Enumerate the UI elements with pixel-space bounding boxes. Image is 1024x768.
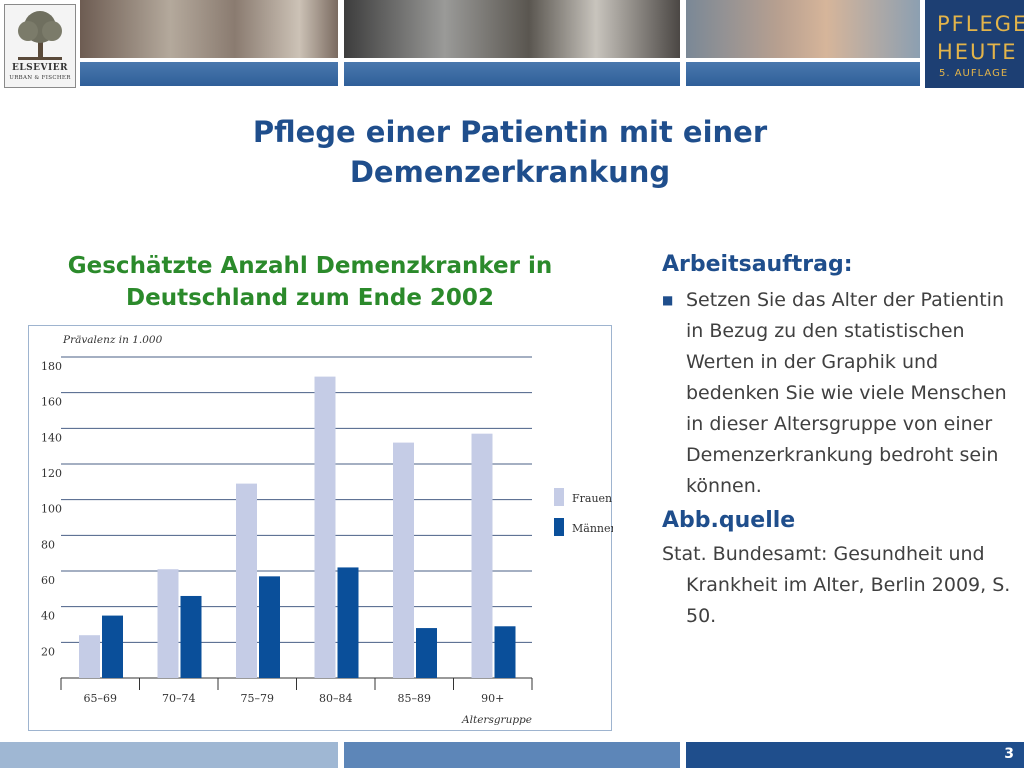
task-heading: Arbeitsauftrag: [662, 252, 853, 277]
bar-maenner [180, 595, 202, 678]
chart-panel: 20 40 60 80 100 120 140 160 180 Prävalenz in 1.00… [28, 325, 613, 731]
legend-swatch-maenner [554, 518, 564, 536]
slide-title-line2: Demenzerkrankung [349, 155, 671, 189]
x-tick-label: 90+ [481, 692, 504, 705]
footer-segment-3 [686, 742, 1024, 768]
bar-maenner [416, 628, 437, 678]
footer-bar: 3 [0, 742, 1024, 768]
page-number: 3 [1004, 746, 1014, 762]
task-bullet: ■ Setzen Sie das Alter der Patientin in … [662, 285, 1012, 502]
bar-frauen [314, 376, 336, 678]
bar-frauen [236, 483, 257, 678]
brand-line1: PFLEGE [937, 12, 1024, 36]
chart-heading-line1: Geschätzte Anzahl Demenzkranker in [67, 253, 553, 279]
task-column: Arbeitsauftrag: ■ Setzen Sie das Alter d… [662, 252, 1012, 632]
bar-frauen [393, 442, 414, 678]
y-tick-label: 120 [41, 467, 62, 480]
y-tick-label: 140 [41, 431, 62, 444]
footer-segment-1 [0, 742, 338, 768]
chart-heading-line2: Deutschland zum Ende 2002 [126, 285, 494, 311]
legend-label: Frauen [572, 492, 612, 505]
header-photo-2 [344, 0, 680, 58]
bar-maenner [259, 576, 280, 678]
header-photo-3 [686, 0, 920, 58]
bar-frauen [157, 569, 179, 678]
source-text: Stat. Bundesamt: Gesundheit und Krankhei… [662, 543, 1011, 627]
y-tick-label: 20 [41, 645, 55, 658]
header-strip-1 [80, 62, 338, 86]
y-tick-label: 100 [41, 503, 62, 516]
logo-text-line2: URBAN & FISCHER [9, 75, 71, 81]
x-tick-label: 65–69 [84, 692, 118, 705]
source-heading: Abb.quelle [662, 508, 796, 533]
header-banner: ELSEVIER URBAN & FISCHER PFLEGE HEUTE 5.… [0, 0, 1024, 90]
footer-segment-2 [344, 742, 680, 768]
bar-maenner [102, 615, 123, 678]
legend-swatch-frauen [554, 488, 564, 506]
y-tick-label: 160 [41, 396, 62, 409]
x-tick-label: 80–84 [319, 692, 353, 705]
x-axis-label: Altersgruppe [461, 714, 532, 726]
square-bullet-icon: ■ [662, 293, 674, 307]
elsevier-logo: ELSEVIER URBAN & FISCHER [4, 4, 76, 88]
logo-text-line1: ELSEVIER [11, 63, 69, 73]
y-tick-label: 180 [41, 360, 62, 373]
slide-title-line1: Pflege einer Patientin mit einer [252, 115, 768, 149]
brand-line3: 5. AUFLAGE [939, 68, 1009, 79]
header-strip-3 [686, 62, 920, 86]
x-tick-label: 70–74 [162, 692, 196, 705]
bar-maenner [494, 626, 516, 678]
y-axis-label: Prävalenz in 1.000 [62, 334, 163, 346]
x-tick-label: 75–79 [241, 692, 275, 705]
pflege-heute-logo: PFLEGE HEUTE 5. AUFLAGE [925, 0, 1024, 88]
legend-label: Männer [572, 522, 613, 535]
y-tick-label: 80 [41, 538, 55, 551]
slide-title: Pflege einer Patientin mit einer Demenze… [180, 112, 840, 192]
header-strip-2 [344, 62, 680, 86]
y-tick-label: 60 [41, 574, 55, 587]
chart-heading: Geschätzte Anzahl Demenzkranker in Deuts… [40, 250, 580, 314]
task-text: Setzen Sie das Alter der Patientin in Be… [686, 289, 1007, 497]
bar-frauen [79, 635, 100, 678]
header-photo-1 [80, 0, 338, 58]
tree-icon [18, 11, 62, 60]
bar-chart: 20 40 60 80 100 120 140 160 180 Prävalenz in 1.00… [41, 334, 613, 726]
x-tick-label: 85–89 [398, 692, 432, 705]
y-tick-label: 40 [41, 610, 55, 623]
bar-maenner [337, 567, 359, 678]
brand-line2: HEUTE [937, 40, 1018, 64]
bar-frauen [471, 433, 493, 678]
